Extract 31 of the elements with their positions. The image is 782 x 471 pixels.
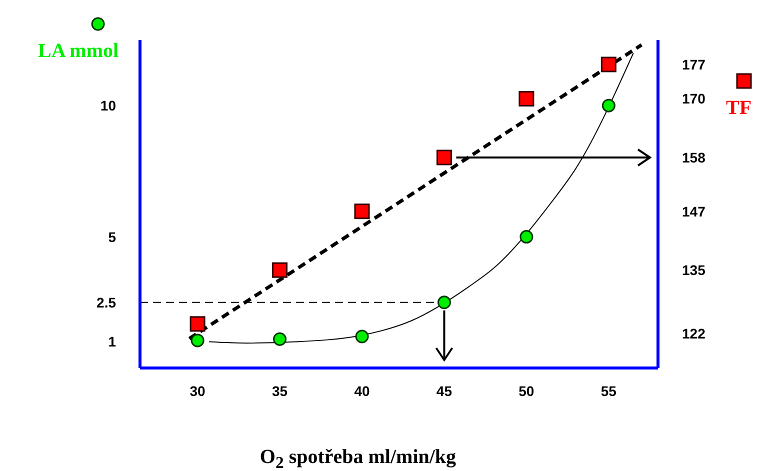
y-tick-label: 10 <box>100 98 116 114</box>
y2-tick-label: 135 <box>682 262 706 278</box>
point <box>190 316 206 332</box>
point <box>518 90 534 106</box>
y2-tick-label: 158 <box>682 149 706 166</box>
y-tick-label: 2.5 <box>96 294 116 310</box>
legend-label: TF <box>726 97 752 120</box>
point <box>355 330 369 344</box>
legend-label: LA mmol <box>38 40 119 63</box>
y2-tick-label: 177 <box>682 56 706 72</box>
point <box>354 204 370 220</box>
x-tick-label: 55 <box>600 382 617 399</box>
point <box>520 230 534 244</box>
point <box>602 98 616 112</box>
point <box>190 334 204 348</box>
x-axis-title: O$_{2}$ spotřeba ml/min/kg <box>258 446 458 471</box>
point <box>273 332 287 346</box>
point <box>436 150 452 166</box>
x-tick-label: 50 <box>518 382 534 399</box>
y-tick-label: 1 <box>108 334 116 350</box>
y2-tick-label: 122 <box>682 326 706 342</box>
x-tick-label: 35 <box>272 382 288 399</box>
y2-tick-label: 147 <box>682 203 706 220</box>
point <box>437 296 451 310</box>
x-tick-label: 30 <box>190 382 206 399</box>
y2-tick-label: 170 <box>682 90 706 107</box>
x-tick-label: 40 <box>354 382 370 399</box>
point <box>600 56 616 72</box>
y-tick-label: 5 <box>108 228 116 245</box>
x-tick-label: 45 <box>436 382 452 399</box>
point <box>272 262 288 278</box>
